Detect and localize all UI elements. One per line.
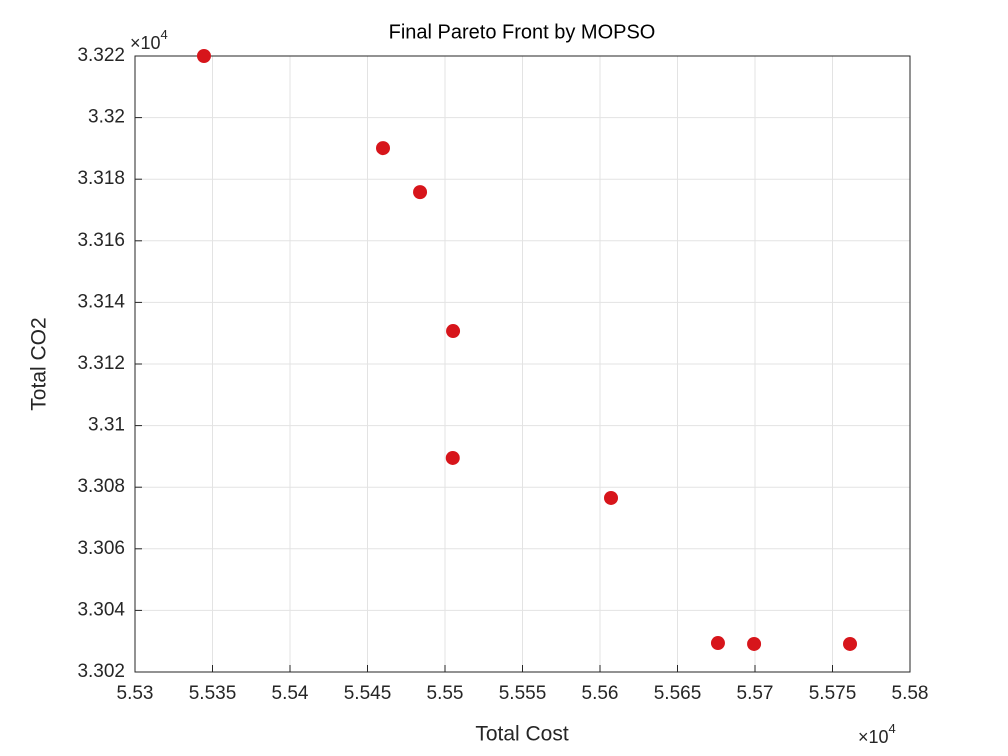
x-tick-label: 5.555 — [499, 683, 547, 704]
y-tick-label: 3.312 — [77, 353, 125, 374]
y-tick-label: 3.316 — [77, 230, 125, 251]
y-multiplier-exponent: 4 — [161, 27, 168, 42]
x-tick-label: 5.545 — [344, 683, 392, 704]
x-tick-label: 5.53 — [117, 683, 154, 704]
point — [604, 490, 619, 505]
plot-frame — [134, 55, 911, 673]
point — [710, 636, 725, 651]
y-axis-label: Total CO2 — [28, 317, 51, 410]
x-tick-label: 5.575 — [809, 683, 857, 704]
y-tick-label: 3.308 — [77, 476, 125, 497]
x-tick-label: 5.54 — [272, 683, 309, 704]
y-tick-label: 3.314 — [77, 291, 125, 312]
x-tick-label: 5.565 — [654, 683, 702, 704]
x-multiplier: ×104 — [858, 721, 896, 746]
point — [445, 450, 460, 465]
x-multiplier-base: ×10 — [858, 727, 889, 747]
y-multiplier-base: ×10 — [130, 33, 161, 53]
y-tick-label: 3.304 — [77, 599, 125, 620]
x-tick-label: 5.55 — [427, 683, 464, 704]
x-tick-label: 5.57 — [737, 683, 774, 704]
point — [446, 324, 461, 339]
point — [196, 49, 211, 63]
point — [843, 636, 858, 651]
point — [376, 141, 390, 156]
x-multiplier-exponent: 4 — [889, 721, 896, 736]
point — [413, 185, 428, 200]
x-axis-label: Total Cost — [475, 723, 569, 746]
y-tick-label: 3.306 — [77, 538, 125, 559]
x-tick-label: 5.535 — [189, 683, 237, 704]
x-tick-label: 5.58 — [892, 683, 929, 704]
y-tick-label: 3.32 — [88, 107, 125, 128]
point — [747, 636, 762, 651]
y-tick-label: 3.302 — [77, 661, 125, 682]
y-tick-label: 3.322 — [77, 45, 125, 66]
y-multiplier: ×104 — [130, 27, 168, 52]
y-tick-label: 3.318 — [77, 168, 125, 189]
y-tick-label: 3.31 — [88, 415, 125, 436]
chart-title: Final Pareto Front by MOPSO — [389, 21, 656, 43]
x-tick-label: 5.56 — [582, 683, 619, 704]
